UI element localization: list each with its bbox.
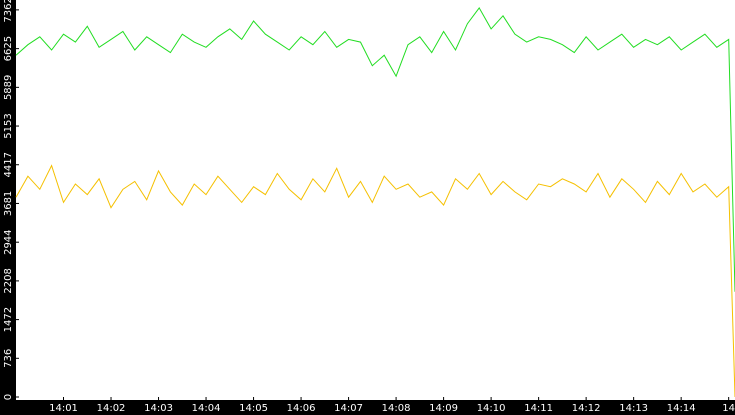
x-tick-label: 14:05 xyxy=(239,403,268,414)
y-tick-label: 1472 xyxy=(3,307,14,332)
y-tick-label: 7362 xyxy=(3,0,14,23)
series-line xyxy=(15,6,735,292)
y-tick-label: 4417 xyxy=(3,152,14,177)
y-tick-label: 736 xyxy=(3,349,14,368)
y-tick-label: 6625 xyxy=(3,36,14,61)
y-tick-label: 0 xyxy=(3,394,14,400)
y-tick-label: 5153 xyxy=(3,113,14,138)
x-tick-label: 14:04 xyxy=(192,403,221,414)
x-tick-label: 14:09 xyxy=(429,403,458,414)
x-tick-label: 14:07 xyxy=(334,403,363,414)
x-tick-label: 14 xyxy=(722,403,735,414)
y-tick-label: 5889 xyxy=(3,75,14,100)
x-tick-label: 14:06 xyxy=(287,403,316,414)
x-tick-label: 14:08 xyxy=(382,403,411,414)
x-tick-label: 14:11 xyxy=(524,403,553,414)
x-tick-label: 14:14 xyxy=(667,403,696,414)
series-line xyxy=(15,164,735,398)
y-tick-label: 2944 xyxy=(3,229,14,254)
x-tick-label: 14:13 xyxy=(619,403,648,414)
x-tick-label: 14:03 xyxy=(144,403,173,414)
y-tick-label: 2208 xyxy=(3,268,14,293)
y-tick-label: 3681 xyxy=(3,191,14,216)
x-tick-label: 14:12 xyxy=(572,403,601,414)
x-tick-label: 14:01 xyxy=(49,403,78,414)
x-tick-label: 14:02 xyxy=(97,403,126,414)
x-tick-label: 14:10 xyxy=(477,403,506,414)
plot-area xyxy=(16,0,735,400)
